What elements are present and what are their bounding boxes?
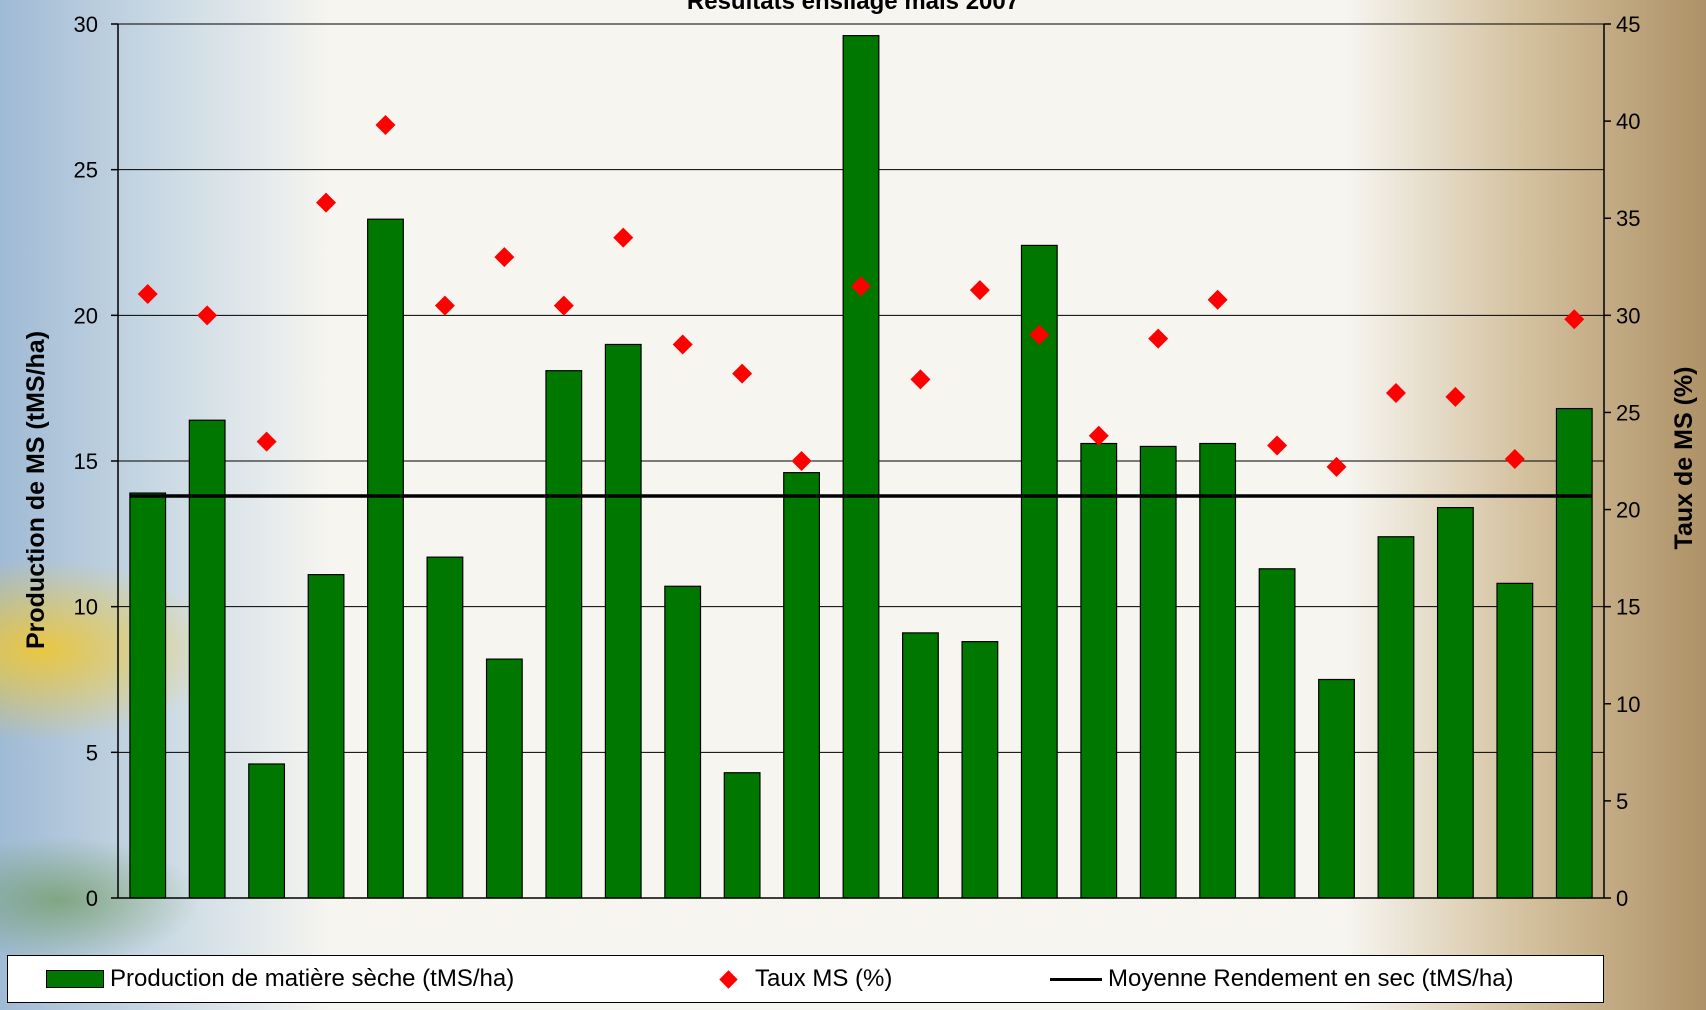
left-tick-label: 30 — [74, 12, 98, 37]
right-tick-label: 40 — [1616, 109, 1640, 134]
bar — [1496, 582, 1534, 899]
bar — [961, 641, 999, 899]
right-tick-label: 45 — [1616, 12, 1640, 37]
bar — [1258, 568, 1296, 899]
right-tick-label: 25 — [1616, 400, 1640, 425]
left-tick-label: 25 — [74, 158, 98, 183]
legend-label-taux: Taux MS (%) — [755, 965, 893, 992]
scatter-point — [316, 192, 337, 213]
right-tick-label: 0 — [1616, 886, 1628, 911]
left-tick-label: 0 — [86, 886, 98, 911]
scatter-point — [791, 451, 812, 471]
bar — [307, 574, 345, 899]
bar — [1020, 244, 1058, 899]
bar — [485, 658, 523, 899]
scatter-point — [137, 283, 158, 304]
right-tick-label: 10 — [1616, 692, 1640, 717]
legend-line-swatch — [1050, 977, 1102, 981]
scatter-point — [672, 334, 693, 355]
right-tick-label: 15 — [1616, 595, 1640, 620]
left-tick-label: 5 — [86, 740, 98, 765]
bar — [604, 343, 642, 899]
legend-label-moyenne: Moyenne Rendement en sec (tMS/ha) — [1108, 965, 1514, 992]
scatter-point — [553, 295, 574, 316]
scatter-point — [613, 227, 634, 248]
right-tick-label: 30 — [1616, 303, 1640, 328]
scatter-series — [137, 114, 1585, 477]
chart-title: Résultats ensilage maïs 2007 — [686, 0, 1020, 15]
right-tick-label: 5 — [1616, 789, 1628, 814]
bar — [664, 585, 702, 899]
scatter-point — [197, 305, 218, 326]
right-axis-ticks: 0 5 10 15 20 25 30 35 40 45 — [1604, 12, 1640, 911]
bar — [1377, 536, 1415, 899]
scatter-point — [1088, 425, 1109, 446]
legend-diamond-marker — [719, 969, 738, 989]
legend: Production de matière sèche (tMS/ha) Tau… — [7, 955, 1604, 1003]
legend-item-moyenne: Moyenne Rendement en sec (tMS/ha) — [1050, 956, 1514, 1002]
legend-bar-swatch — [46, 970, 104, 988]
legend-item-production: Production de matière sèche (tMS/ha) — [46, 956, 514, 1002]
bar — [783, 472, 820, 899]
left-tick-label: 10 — [74, 595, 98, 620]
scatter-point — [1326, 456, 1347, 477]
scatter-point — [1385, 383, 1406, 404]
bar-series — [129, 35, 1593, 899]
scatter-point — [494, 247, 515, 268]
bar — [367, 218, 404, 899]
legend-label-production: Production de matière sèche (tMS/ha) — [110, 965, 515, 992]
bar — [842, 35, 880, 899]
scatter-point — [1148, 328, 1169, 349]
scatter-point — [1564, 309, 1585, 330]
scatter-point — [969, 280, 990, 301]
legend-item-taux: Taux MS (%) — [708, 956, 892, 1002]
bar — [1436, 507, 1474, 899]
scatter-point — [851, 276, 871, 297]
scatter-point — [732, 363, 753, 384]
left-axis-ticks: 0 5 10 15 20 25 30 — [74, 12, 118, 911]
scatter-point — [256, 431, 277, 452]
right-axis-title: Taux de MS (%) — [1670, 367, 1698, 550]
bar — [129, 492, 167, 899]
left-tick-label: 20 — [74, 303, 98, 328]
scatter-point — [1029, 324, 1050, 345]
bar — [723, 772, 761, 899]
left-tick-label: 15 — [74, 449, 98, 474]
scatter-point — [1207, 289, 1228, 310]
bar — [426, 556, 464, 899]
scatter-point — [375, 114, 396, 135]
right-tick-label: 20 — [1616, 498, 1640, 523]
scatter-point — [1504, 449, 1525, 470]
bar — [545, 370, 583, 899]
bar — [188, 419, 226, 899]
scatter-point — [910, 369, 931, 390]
bar — [1080, 442, 1118, 899]
bar — [1555, 407, 1593, 899]
bar — [248, 763, 286, 899]
scatter-point — [1267, 435, 1288, 456]
bar — [1139, 445, 1177, 899]
bar — [1199, 442, 1237, 899]
scatter-point — [434, 295, 455, 316]
bar — [902, 632, 939, 899]
left-axis-title: Production de MS (tMS/ha) — [22, 331, 50, 649]
right-tick-label: 35 — [1616, 206, 1640, 231]
chart-area: 0 5 10 15 20 25 30 0 5 10 15 20 25 30 35 40 45 Producti… — [22, 12, 1698, 911]
scatter-point — [1445, 386, 1466, 407]
bar — [1318, 678, 1355, 899]
